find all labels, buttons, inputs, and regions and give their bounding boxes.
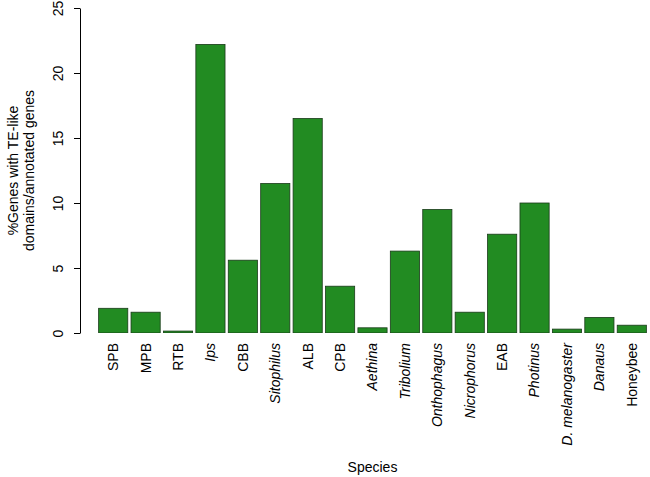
x-tick-label: D. melanogaster — [559, 342, 575, 446]
y-tick-label: 15 — [50, 131, 66, 147]
y-axis-title: %Genes with TE-likedomains/annotated gen… — [5, 90, 37, 251]
y-axis-title-line: domains/annotated genes — [21, 90, 37, 251]
y-tick-mark — [74, 73, 80, 74]
bar — [423, 210, 452, 334]
y-tick-label: 10 — [50, 196, 66, 212]
x-tick: Photinus — [526, 343, 542, 397]
x-tick: Tribolium — [397, 343, 413, 400]
x-tick-label: Aethina — [364, 343, 380, 392]
bar — [552, 329, 581, 333]
x-tick-label: Ips — [202, 343, 218, 362]
y-tick-label: 20 — [50, 66, 66, 82]
x-tick-label: ALB — [300, 343, 316, 369]
y-tick-mark — [74, 268, 80, 269]
bar — [617, 325, 646, 333]
y-tick: 20 — [50, 66, 80, 82]
x-tick-label: Sitophilus — [267, 343, 283, 404]
x-tick: SPB — [105, 343, 121, 371]
x-tick: Onthophagus — [429, 343, 445, 427]
x-tick-label: EAB — [494, 343, 510, 371]
x-tick: CPB — [332, 343, 348, 372]
x-tick-label: Onthophagus — [429, 343, 445, 427]
y-tick-mark — [74, 333, 80, 334]
y-tick-label: 5 — [50, 264, 66, 272]
bar — [163, 331, 192, 333]
x-tick-label: SPB — [105, 343, 121, 371]
y-tick: 5 — [50, 264, 80, 272]
bar — [131, 312, 160, 333]
y-axis-line — [80, 9, 81, 334]
y-axis-title-line: %Genes with TE-like — [5, 105, 21, 235]
bar — [455, 312, 484, 333]
x-axis: SPB MPB RTB Ips CBB Sitophilus ALB CPB Aethina Tr… — [105, 342, 640, 446]
x-tick: Ips — [202, 343, 218, 362]
x-tick-label: RTB — [170, 343, 186, 371]
bar — [293, 119, 322, 334]
bar — [228, 260, 257, 333]
x-tick-label: Danaus — [591, 343, 607, 391]
x-tick: EAB — [494, 343, 510, 371]
x-tick-label: Photinus — [526, 343, 542, 397]
x-tick: RTB — [170, 343, 186, 371]
x-tick: ALB — [300, 343, 316, 369]
x-tick: Honeybee — [624, 343, 640, 407]
x-tick: Sitophilus — [267, 343, 283, 404]
x-tick: MPB — [138, 343, 154, 373]
x-tick-label: Honeybee — [624, 343, 640, 407]
y-axis: 0 5 10 15 20 25 — [50, 1, 81, 338]
x-tick-label: CBB — [235, 343, 251, 372]
x-tick: CBB — [235, 343, 251, 372]
y-tick: 15 — [50, 131, 80, 147]
x-tick-label: Nicrophorus — [462, 343, 478, 418]
y-tick-mark — [74, 203, 80, 204]
x-tick: Danaus — [591, 343, 607, 391]
bars — [99, 44, 647, 333]
y-tick: 25 — [50, 1, 80, 17]
bar — [390, 251, 419, 333]
y-tick-label: 0 — [50, 329, 66, 337]
bar — [99, 308, 128, 333]
bar — [358, 328, 387, 333]
bar — [488, 234, 517, 333]
y-tick-label: 25 — [50, 1, 66, 17]
x-tick: Nicrophorus — [462, 343, 478, 418]
bar — [520, 203, 549, 333]
bar — [585, 317, 614, 333]
y-tick-mark — [74, 138, 80, 139]
x-tick: Aethina — [364, 343, 380, 392]
bar — [326, 286, 355, 333]
x-axis-title: Species — [348, 459, 398, 475]
bar — [261, 184, 290, 334]
x-tick-label: Tribolium — [397, 343, 413, 400]
x-tick: D. melanogaster — [559, 342, 575, 446]
y-tick: 10 — [50, 196, 80, 212]
x-tick-label: CPB — [332, 343, 348, 372]
chart: 0 5 10 15 20 25 SPB MPB RTB Ips CBB Sitophilus ALB CP… — [0, 0, 650, 477]
y-tick-mark — [74, 8, 80, 9]
x-tick-label: MPB — [138, 343, 154, 373]
y-tick: 0 — [50, 329, 80, 337]
bar — [196, 44, 225, 333]
